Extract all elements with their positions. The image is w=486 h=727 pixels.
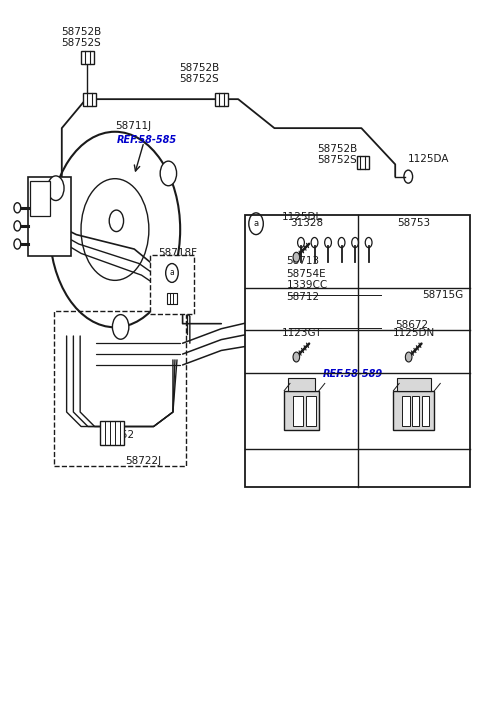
Text: REF.58-585: REF.58-585 <box>117 135 177 145</box>
Text: 58752B: 58752B <box>61 27 101 37</box>
FancyBboxPatch shape <box>81 52 94 65</box>
Text: 58752B: 58752B <box>317 144 357 154</box>
Circle shape <box>14 203 21 213</box>
Circle shape <box>14 221 21 231</box>
Circle shape <box>112 315 129 340</box>
FancyBboxPatch shape <box>28 177 71 257</box>
Text: 58754E: 58754E <box>286 269 326 278</box>
FancyBboxPatch shape <box>284 390 319 430</box>
Circle shape <box>48 176 64 201</box>
FancyBboxPatch shape <box>402 396 410 426</box>
Circle shape <box>405 352 412 362</box>
Text: REF.58-589: REF.58-589 <box>323 369 383 379</box>
FancyBboxPatch shape <box>167 292 177 304</box>
Text: a: a <box>170 268 174 278</box>
FancyBboxPatch shape <box>306 396 316 426</box>
FancyBboxPatch shape <box>293 396 303 426</box>
FancyBboxPatch shape <box>101 422 123 445</box>
FancyBboxPatch shape <box>150 255 194 314</box>
Text: 58752S: 58752S <box>61 38 101 47</box>
Text: 1125DN: 1125DN <box>393 328 435 337</box>
FancyBboxPatch shape <box>245 215 470 486</box>
Circle shape <box>293 252 300 262</box>
Text: 58752S: 58752S <box>180 74 219 84</box>
Text: 58711J: 58711J <box>115 121 151 131</box>
FancyBboxPatch shape <box>412 396 419 426</box>
Text: 58672: 58672 <box>395 320 428 330</box>
Text: 58718F: 58718F <box>158 248 197 257</box>
FancyBboxPatch shape <box>289 262 381 360</box>
FancyBboxPatch shape <box>288 377 315 390</box>
Text: 58752B: 58752B <box>179 63 220 73</box>
FancyBboxPatch shape <box>397 377 431 390</box>
Text: 58712: 58712 <box>286 292 320 302</box>
Text: 1339CC: 1339CC <box>286 280 328 290</box>
Text: 58753: 58753 <box>398 218 431 228</box>
Text: 1125DA: 1125DA <box>408 154 450 164</box>
Text: 58752S: 58752S <box>317 155 357 165</box>
Text: 1123GT: 1123GT <box>281 328 322 337</box>
FancyBboxPatch shape <box>422 396 430 426</box>
FancyBboxPatch shape <box>393 390 434 430</box>
FancyBboxPatch shape <box>31 180 50 217</box>
Circle shape <box>160 161 176 186</box>
Text: 1125DL: 1125DL <box>281 212 322 222</box>
Text: 58715G: 58715G <box>422 289 463 300</box>
Text: 58752: 58752 <box>101 430 134 440</box>
FancyBboxPatch shape <box>83 92 96 105</box>
FancyBboxPatch shape <box>215 92 227 105</box>
FancyBboxPatch shape <box>357 156 369 169</box>
Text: 58722J: 58722J <box>125 457 161 466</box>
Circle shape <box>14 239 21 249</box>
Circle shape <box>293 352 300 362</box>
Text: 58713: 58713 <box>286 257 320 266</box>
Text: 31328: 31328 <box>290 218 323 228</box>
Text: a: a <box>254 220 259 228</box>
